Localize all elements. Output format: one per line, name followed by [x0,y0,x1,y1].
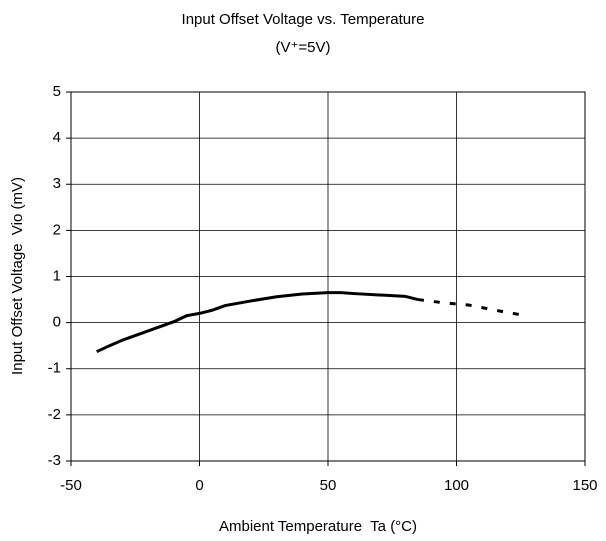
x-axis-label: Ambient Temperature Ta (°C) [219,518,417,535]
y-axis-label: Input Offset Voltage Vio (mV) [9,177,26,375]
data-line [417,298,522,317]
y-tick-label: -1 [48,360,61,377]
y-tick-label: 2 [53,221,61,238]
x-tick-label: 150 [572,477,597,494]
y-tick-label: 1 [53,267,61,284]
data-line [96,291,419,354]
y-tick-label: -2 [48,406,61,423]
plot-frame [70,91,586,462]
chart-title: Input Offset Voltage vs. Temperature [182,11,425,28]
y-tick-label: 3 [53,175,61,192]
x-tick-label: 100 [444,477,469,494]
y-tick-label: 0 [53,314,61,331]
x-tick-label: -50 [60,477,82,494]
x-tick-label: 0 [195,477,203,494]
y-tick-label: 5 [53,83,61,100]
chart-subtitle: (V⁺=5V) [275,39,330,56]
y-tick-label: -3 [48,452,61,469]
y-tick-label: 4 [53,129,61,146]
x-tick-label: 50 [320,477,337,494]
